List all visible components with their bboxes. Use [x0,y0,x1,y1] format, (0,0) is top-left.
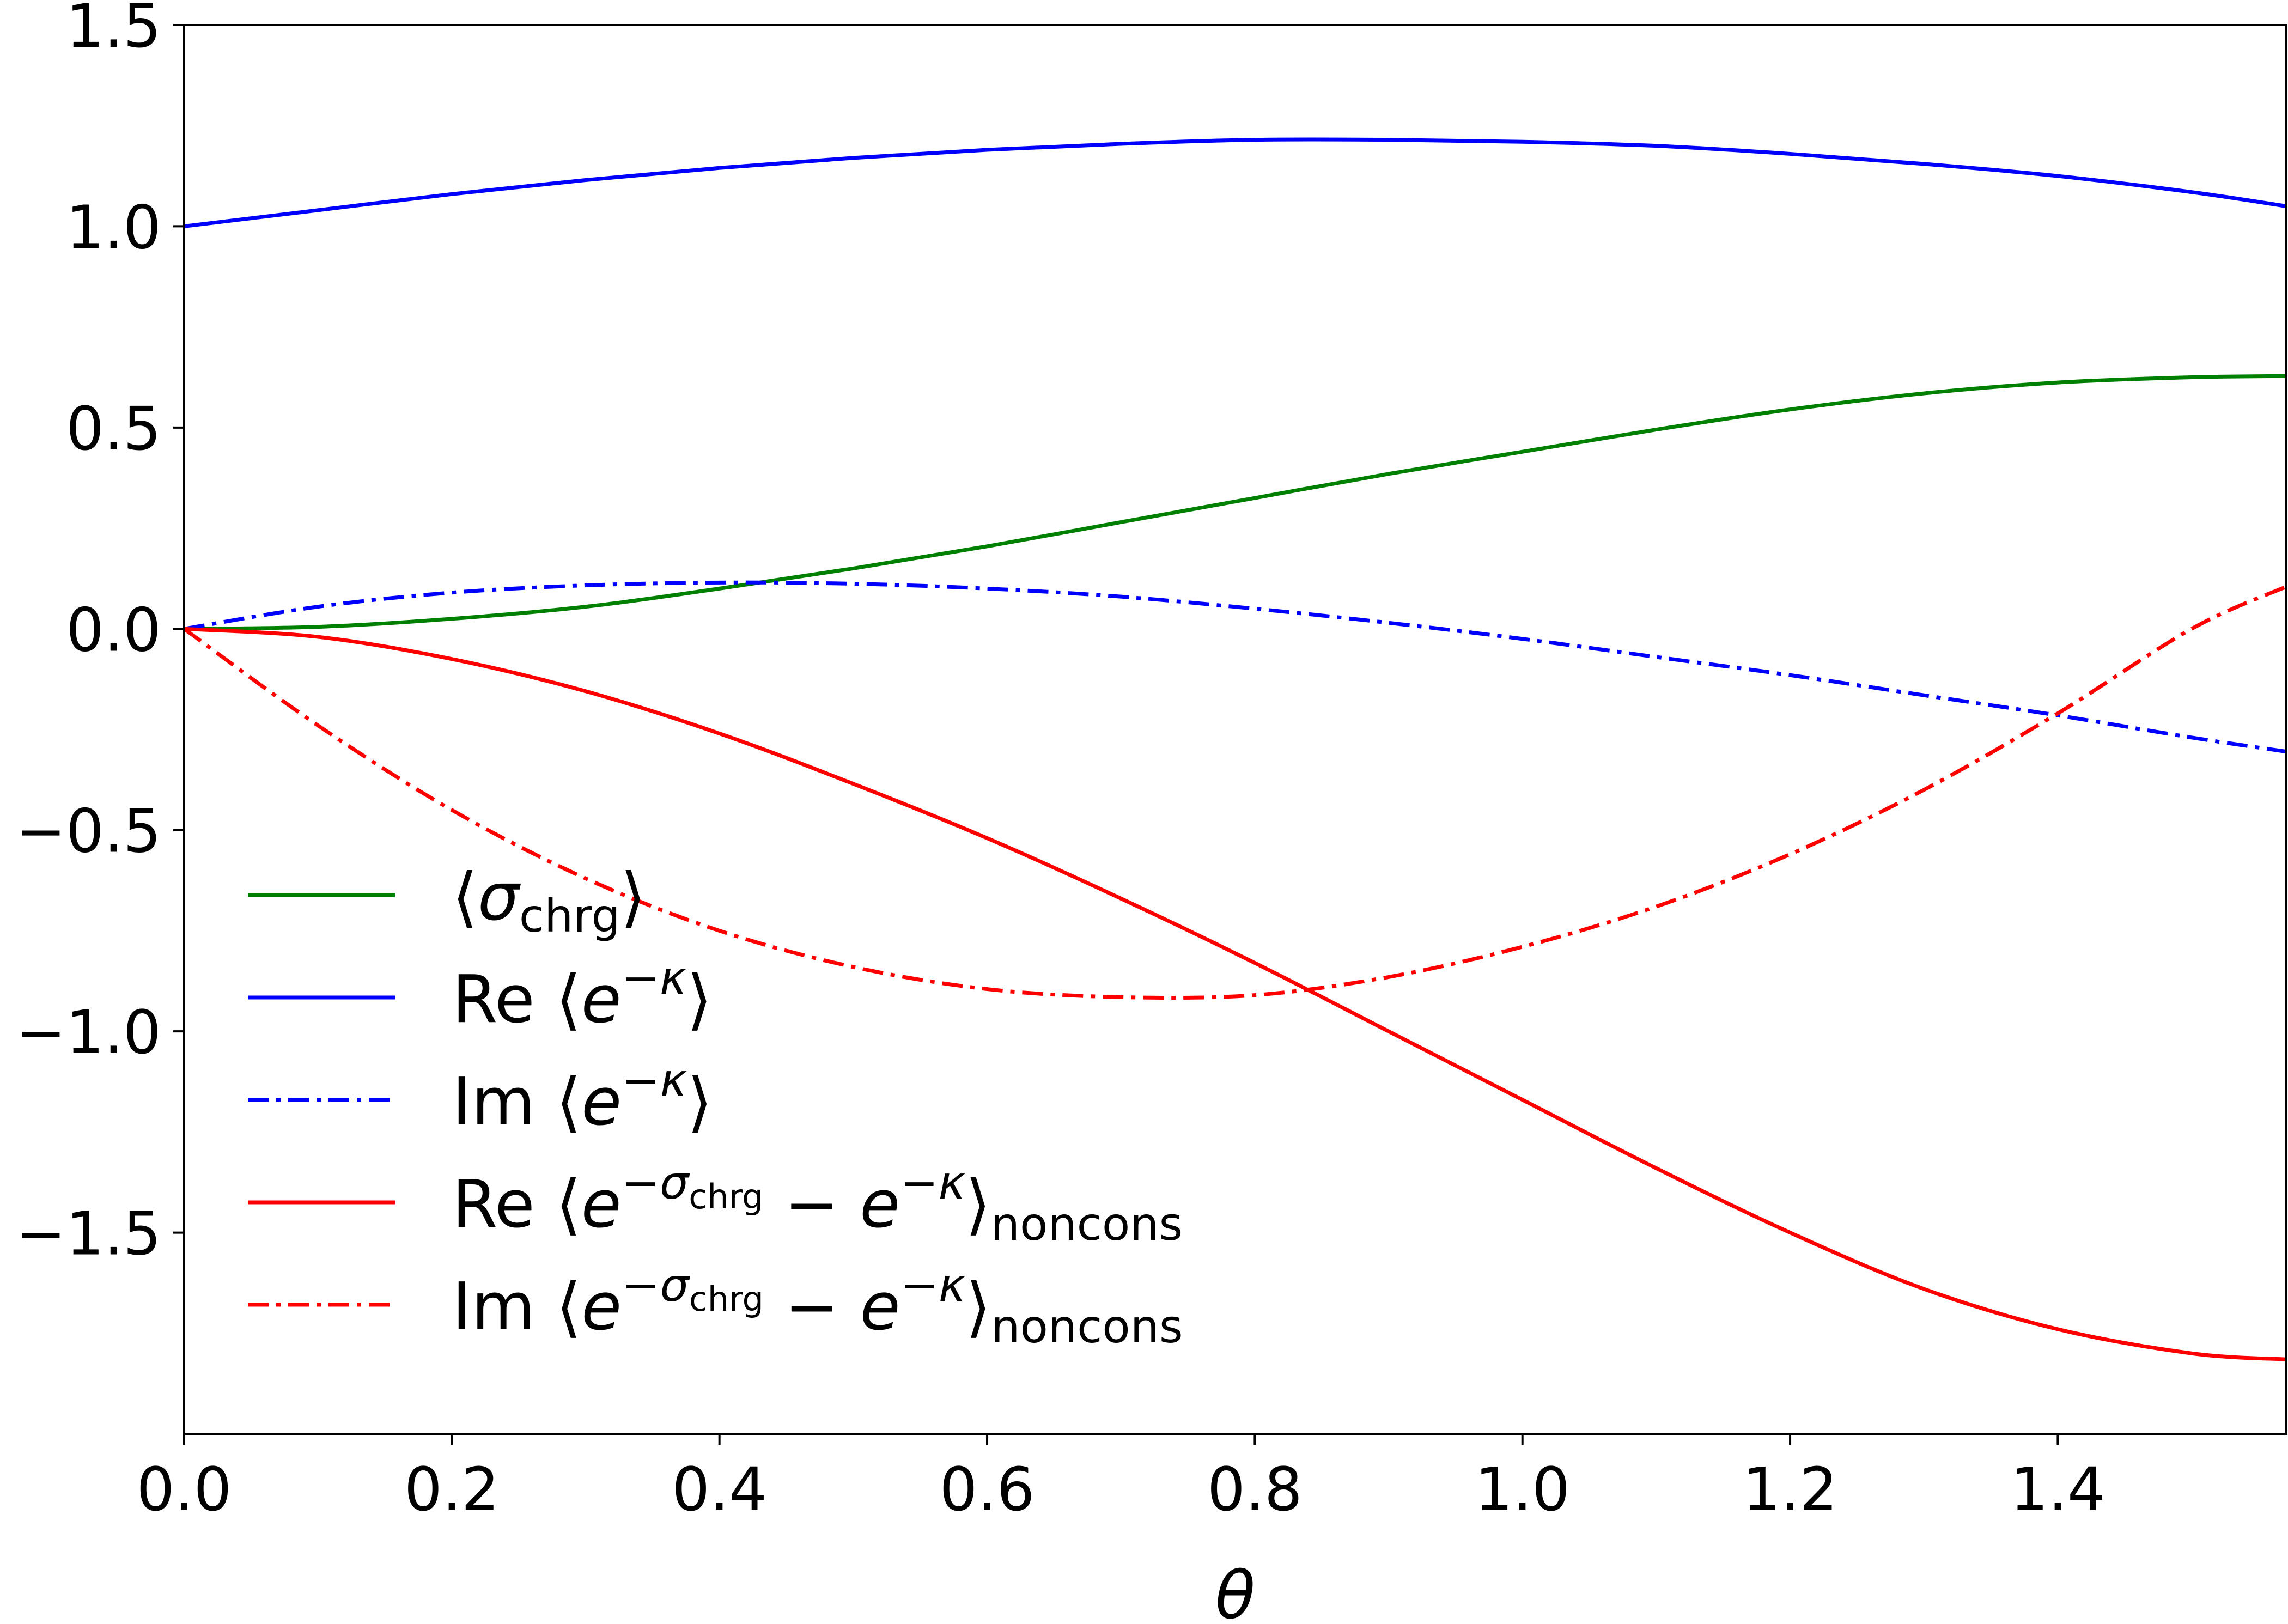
x-tick-label: 0.4 [672,1455,767,1524]
y-tick-label: −1.0 [16,997,161,1067]
series-line-im_ek [184,580,2287,754]
ticks-layer: 0.0 0.2 0.4 0.6 0.8 1.0 1.2 1.4 1.5 1.0 0.5 0.0 −0.5… [16,0,2106,1524]
legend-item-re_ek: Re ⟨e−κ⟩ [248,951,712,1038]
y-tick-label: 0.0 [66,595,161,665]
legend-label: Im ⟨e−σchrg − e−κ⟩noncons [452,1258,1183,1353]
y-tick-label: −0.5 [16,796,161,866]
legend-item-im_ek: Im ⟨e−κ⟩ [248,1054,713,1140]
x-tick-label: 0.2 [404,1455,500,1524]
series-layer [182,137,2287,1361]
y-tick-label: 0.5 [66,394,161,464]
legend-item-sigma: ⟨σchrg⟩ [248,860,646,942]
series-line-re_ek [184,137,2287,228]
y-tick-label: −1.5 [16,1199,161,1269]
legend-item-re_diff: Re ⟨e−σchrg − e−κ⟩noncons [248,1156,1183,1251]
x-tick-label: 0.6 [940,1455,1035,1524]
legend-label: ⟨σchrg⟩ [452,860,646,942]
x-tick-label: 1.4 [2010,1455,2106,1524]
x-axis-label: θ [1215,1558,1255,1624]
x-tick-label: 0.0 [137,1455,232,1524]
legend: ⟨σchrg⟩ Re ⟨e−κ⟩ Im ⟨e−κ⟩ Re ⟨e−σchrg − e−κ… [248,860,1183,1353]
plot-frame [183,24,2287,1435]
legend-item-im_diff: Im ⟨e−σchrg − e−κ⟩noncons [248,1258,1183,1353]
y-tick-label: 1.0 [66,192,161,262]
x-tick-label: 0.8 [1207,1455,1303,1524]
series-line-re_diff [184,627,2287,1361]
legend-label: Im ⟨e−κ⟩ [452,1054,713,1140]
y-tick-label: 1.5 [66,0,161,61]
x-tick-label: 1.2 [1743,1455,1838,1524]
x-tick-label: 1.0 [1475,1455,1570,1524]
series-line-sigma [184,374,2287,631]
legend-label: Re ⟨e−σchrg − e−κ⟩noncons [452,1156,1183,1251]
series-line-im_diff [182,585,2287,1000]
legend-label: Re ⟨e−κ⟩ [452,951,712,1038]
